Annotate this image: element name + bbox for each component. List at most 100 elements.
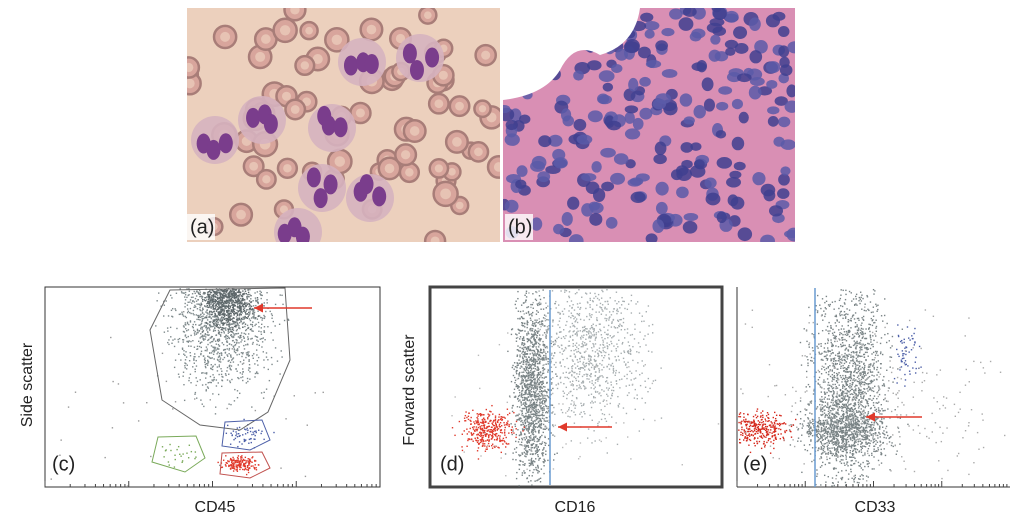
event-dot xyxy=(228,359,230,362)
event-dot xyxy=(196,397,198,399)
event-dot xyxy=(505,442,508,445)
event-dot xyxy=(258,330,260,332)
event-dot xyxy=(220,293,223,295)
event-dot xyxy=(540,385,542,388)
event-dot xyxy=(576,327,578,330)
event-dot xyxy=(536,349,539,351)
event-dot xyxy=(240,317,243,320)
event-dot xyxy=(239,306,241,308)
event-dot xyxy=(227,360,229,362)
event-dot xyxy=(537,378,539,381)
event-dot xyxy=(536,319,538,321)
event-dot xyxy=(218,296,221,299)
event-dot xyxy=(529,416,531,418)
event-dot xyxy=(490,428,492,431)
event-dot xyxy=(592,323,594,325)
event-dot xyxy=(542,452,545,454)
event-dot xyxy=(182,341,184,343)
event-dot xyxy=(186,311,189,314)
event-dot xyxy=(173,366,176,369)
event-dot xyxy=(211,325,214,328)
event-dot xyxy=(227,329,230,332)
nucleus xyxy=(731,98,744,110)
event-dot xyxy=(208,298,210,301)
event-dot xyxy=(522,336,525,338)
event-dot xyxy=(218,338,221,340)
event-dot xyxy=(583,403,585,405)
event-dot xyxy=(550,342,552,345)
nucleus xyxy=(630,191,646,204)
event-dot xyxy=(530,394,533,396)
event-dot xyxy=(523,425,525,428)
event-dot xyxy=(218,355,221,358)
event-dot xyxy=(186,304,189,306)
event-dot xyxy=(490,411,492,413)
event-dot xyxy=(211,335,213,338)
event-dot xyxy=(470,423,472,425)
event-dot xyxy=(523,437,525,439)
event-dot xyxy=(235,293,237,295)
event-dot xyxy=(608,311,611,313)
event-dot xyxy=(532,354,535,356)
event-dot xyxy=(532,438,535,440)
event-dot xyxy=(251,325,254,328)
event-dot xyxy=(201,335,204,337)
event-dot xyxy=(603,366,605,369)
event-dot xyxy=(500,417,502,420)
event-dot xyxy=(225,293,227,295)
event-dot xyxy=(497,428,500,430)
event-dot xyxy=(237,290,240,292)
event-dot xyxy=(594,351,597,353)
event-dot xyxy=(529,363,531,366)
event-dot xyxy=(481,440,483,443)
event-dot xyxy=(222,324,224,326)
event-dot xyxy=(189,301,191,303)
event-dot xyxy=(560,337,563,340)
event-dot xyxy=(521,337,524,340)
event-dot xyxy=(522,344,525,347)
event-dot xyxy=(532,346,534,348)
event-dot xyxy=(532,408,534,411)
event-dot xyxy=(607,334,609,336)
event-dot xyxy=(521,387,524,389)
event-dot xyxy=(256,336,259,338)
event-dot xyxy=(535,386,537,388)
event-dot xyxy=(240,334,242,337)
event-dot xyxy=(594,401,596,403)
event-dot xyxy=(518,362,521,365)
event-dot xyxy=(521,339,524,341)
event-dot xyxy=(199,293,201,296)
event-dot xyxy=(217,302,219,304)
event-dot xyxy=(222,327,225,329)
event-dot xyxy=(226,311,228,313)
event-dot xyxy=(519,454,522,457)
event-dot xyxy=(514,395,517,398)
event-dot xyxy=(188,379,190,382)
event-dot xyxy=(221,299,223,301)
event-dot xyxy=(232,357,235,359)
event-dot xyxy=(239,292,242,294)
event-dot xyxy=(228,324,230,326)
event-dot xyxy=(482,442,484,445)
event-dot xyxy=(573,411,575,413)
event-dot xyxy=(508,412,511,414)
event-dot xyxy=(213,319,216,321)
nucleus xyxy=(715,130,727,139)
event-dot xyxy=(206,364,209,366)
event-dot xyxy=(540,395,542,397)
event-dot xyxy=(194,398,196,400)
event-dot xyxy=(532,390,535,393)
event-dot xyxy=(530,461,533,464)
event-dot xyxy=(221,385,223,388)
event-dot xyxy=(534,341,537,343)
nucleus xyxy=(623,41,640,54)
event-dot xyxy=(506,422,509,424)
event-dot xyxy=(177,373,180,375)
event-dot xyxy=(174,308,176,310)
event-dot xyxy=(470,433,473,435)
event-dot xyxy=(185,356,188,358)
event-dot xyxy=(240,306,243,308)
event-dot xyxy=(582,367,585,369)
event-dot xyxy=(239,311,242,313)
event-dot xyxy=(539,298,542,301)
